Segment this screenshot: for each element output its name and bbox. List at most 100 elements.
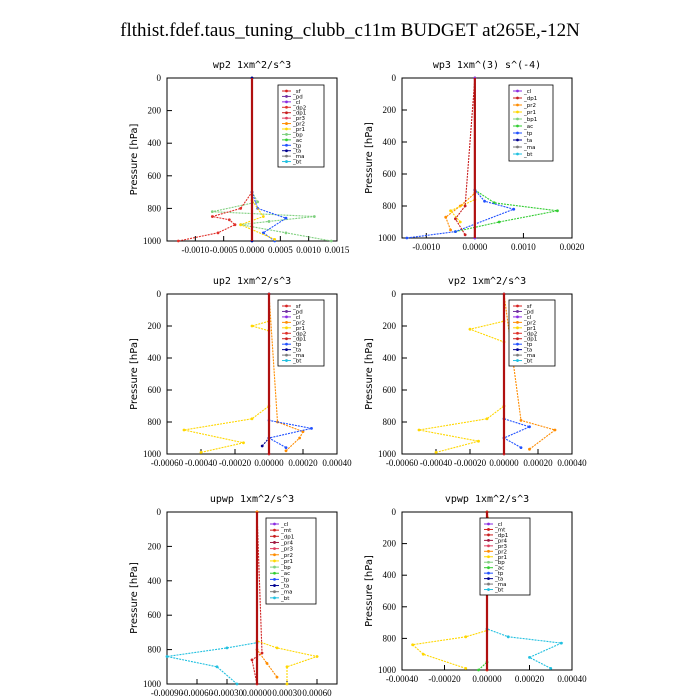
- legend-marker: [285, 310, 288, 313]
- legend-entry: _ta: [280, 584, 289, 590]
- y-axis-label: Pressure [hPa]: [364, 122, 375, 194]
- data-point: [284, 446, 288, 449]
- legend-marker: [516, 110, 519, 114]
- figure-title: flthist.fdef.taus_tuning_clubb_c11m BUDG…: [120, 20, 580, 41]
- legend-marker: [516, 337, 519, 341]
- data-point: [417, 428, 421, 432]
- data-point: [235, 682, 239, 686]
- legend-marker: [487, 555, 490, 559]
- legend-entry: _tp: [292, 342, 302, 348]
- legend-entry: _sf: [292, 89, 302, 95]
- x-tick-label: -0.00040: [420, 458, 453, 468]
- data-point: [458, 220, 462, 224]
- x-tick-label: -0.00030: [211, 688, 244, 698]
- legend-marker: [516, 138, 519, 142]
- legend-entry: _pr2: [523, 320, 536, 326]
- legend-marker: [516, 348, 519, 352]
- x-tick-label: -0.00040: [386, 674, 419, 684]
- x-tick-label: -0.00040: [185, 458, 218, 468]
- data-point: [215, 665, 219, 669]
- y-tick-label: 600: [383, 169, 397, 179]
- data-point: [250, 417, 254, 421]
- y-tick-label: 200: [383, 539, 397, 549]
- legend-entry: _tp: [494, 571, 504, 577]
- legend-marker: [516, 342, 519, 346]
- data-point: [405, 236, 409, 240]
- y-tick-label: 600: [148, 171, 162, 181]
- x-tick-label: 0.00040: [557, 674, 587, 684]
- legend-entry: _pd: [523, 309, 534, 315]
- y-tick-label: 800: [383, 201, 397, 211]
- legend-entry: _pr1: [280, 559, 293, 565]
- data-point: [559, 641, 563, 645]
- x-tick-label: 0.0010: [511, 242, 536, 252]
- x-tick-label: 0.0005: [268, 245, 293, 255]
- series-line-pr1: [449, 78, 476, 223]
- legend-entry: _mt: [494, 527, 506, 533]
- y-tick-label: 1000: [143, 236, 162, 246]
- legend-marker: [487, 538, 490, 542]
- data-point: [329, 239, 333, 243]
- data-point: [454, 230, 457, 234]
- legend-marker: [285, 348, 288, 352]
- legend-marker: [285, 95, 288, 98]
- y-tick-label: 200: [148, 541, 162, 551]
- legend-entry: _sf: [292, 304, 302, 310]
- legend-entry: _bt: [292, 160, 302, 166]
- series-line-bt: [166, 512, 258, 685]
- x-tick-label: -0.00060: [151, 458, 184, 468]
- legend-marker: [273, 590, 276, 594]
- data-point: [463, 204, 467, 208]
- x-tick-label: -0.00060: [386, 458, 419, 468]
- y-tick-label: 1000: [143, 449, 162, 459]
- legend-box: [277, 84, 325, 168]
- legend-entry: _dp1: [292, 337, 306, 343]
- data-point: [464, 667, 468, 670]
- data-point: [260, 444, 264, 448]
- legend-entry: _bp: [280, 565, 291, 571]
- data-point: [260, 651, 264, 655]
- x-tick-label: -0.0010: [181, 245, 209, 255]
- legend-entry: _ma: [292, 154, 304, 160]
- data-point: [528, 447, 531, 451]
- y-axis-label: Pressure [hPa]: [129, 562, 140, 634]
- series-line-pr2: [445, 78, 476, 231]
- legend-marker: [285, 342, 288, 346]
- legend-marker: [487, 571, 490, 575]
- data-point: [182, 428, 186, 432]
- legend-marker: [516, 89, 519, 93]
- legend-marker: [273, 534, 276, 538]
- legend-marker: [273, 522, 276, 526]
- x-tick-label: -0.0005: [210, 245, 238, 255]
- panel-1: wp2 1xm^2/s^3 Pressure [hPa] 0 200 400 600 800…: [129, 60, 350, 255]
- x-tick-label: 0.0000: [462, 242, 487, 252]
- panel-5: upwp 1xm^2/s^3 Pressure [hPa] 0 200 400 600 80…: [129, 494, 338, 698]
- data-point: [421, 652, 425, 656]
- data-point: [165, 655, 169, 658]
- y-tick-label: 0: [392, 289, 397, 299]
- data-point: [454, 217, 457, 221]
- y-axis-label: Pressure [hPa]: [129, 338, 140, 410]
- legend: _sf_pd_cl_dp2_dp1_pr3_pr2_pr1_bp_ac_tp_t…: [277, 84, 325, 168]
- legend-marker: [516, 145, 519, 149]
- legend-marker: [285, 359, 288, 362]
- legend-marker: [516, 359, 519, 362]
- legend-marker: [487, 577, 490, 581]
- series-line-pr1: [239, 78, 275, 240]
- legend-marker: [285, 138, 288, 142]
- legend-marker: [285, 154, 288, 158]
- plot-frame: [401, 77, 573, 239]
- legend-entry: _ac: [494, 566, 504, 572]
- y-tick-label: 0: [157, 73, 162, 83]
- legend-entry: _cl: [292, 100, 301, 106]
- x-tick-label: 0.00040: [322, 458, 352, 468]
- legend-entry: _pr1: [523, 326, 536, 332]
- series-line-dp1: [454, 77, 476, 236]
- legend-entry: _ma: [523, 145, 535, 151]
- x-tick-label: -0.00090: [151, 688, 184, 698]
- data-point: [549, 667, 553, 670]
- y-tick-label: 1000: [378, 233, 397, 243]
- x-tick-label: 0.00000: [472, 674, 502, 684]
- legend-marker: [516, 152, 519, 156]
- data-point: [242, 441, 245, 445]
